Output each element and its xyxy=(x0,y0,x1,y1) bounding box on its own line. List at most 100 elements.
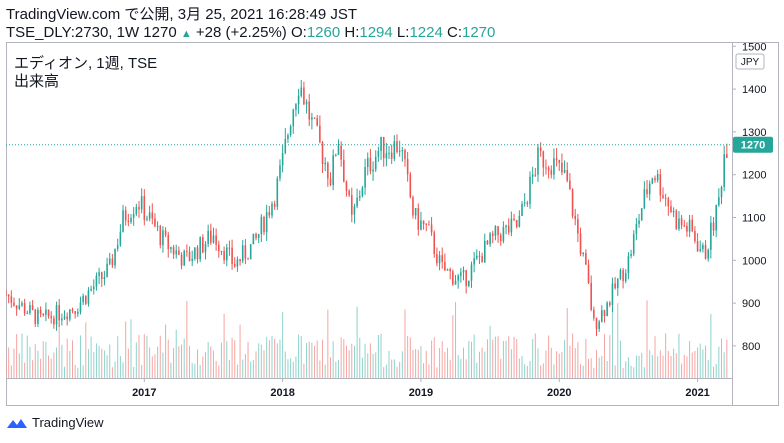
volume-bar xyxy=(332,341,334,378)
candle-body xyxy=(71,309,74,312)
candle-body xyxy=(79,302,82,312)
volume-bar xyxy=(170,362,172,378)
volume-bar xyxy=(18,353,20,378)
candle-body xyxy=(414,208,417,216)
volume-bar xyxy=(505,340,507,378)
candle-body xyxy=(175,250,178,255)
candle-body xyxy=(53,318,55,325)
candle-body xyxy=(497,226,499,236)
candle-body xyxy=(143,196,146,220)
candle-body xyxy=(228,247,231,249)
volume-layer xyxy=(5,300,728,378)
candle-body xyxy=(593,309,595,318)
candle-body xyxy=(332,155,334,186)
candle-body xyxy=(207,230,209,244)
volume-bar xyxy=(122,362,124,378)
candle-body xyxy=(220,250,223,252)
candle-body xyxy=(680,218,683,226)
candle-body xyxy=(122,210,124,232)
candle-body xyxy=(430,224,433,233)
candle-body xyxy=(468,280,470,286)
volume-bar xyxy=(633,367,635,378)
currency-label: JPY xyxy=(741,57,760,68)
candle-body xyxy=(715,205,717,231)
volume-bar xyxy=(391,359,393,378)
volume-bar xyxy=(558,353,560,378)
volume-bar xyxy=(351,343,353,378)
candle-body xyxy=(566,169,569,181)
o-label: O: xyxy=(290,24,307,41)
candle-body xyxy=(380,137,382,151)
candle-body xyxy=(465,270,467,286)
candle-body xyxy=(385,153,388,159)
volume-bar xyxy=(32,360,34,378)
volume-bar xyxy=(508,336,510,378)
volume-bar xyxy=(694,350,696,378)
volume-bar xyxy=(359,337,361,378)
candle-body xyxy=(335,154,337,156)
candle-body xyxy=(643,189,646,209)
volume-bar xyxy=(343,339,345,378)
volume-bar xyxy=(348,350,350,378)
candle-body xyxy=(473,258,475,265)
volume-bar xyxy=(162,352,164,378)
candle-body xyxy=(180,254,183,266)
volume-bar xyxy=(56,347,58,378)
volume-bar xyxy=(212,350,214,378)
candle-body xyxy=(188,251,191,261)
candle-body xyxy=(5,294,7,296)
volume-bar xyxy=(66,338,68,378)
candle-body xyxy=(531,174,534,177)
candle-body xyxy=(707,249,710,259)
candle-body xyxy=(321,142,324,165)
volume-bar xyxy=(436,367,438,378)
candle-body xyxy=(545,167,547,169)
y-tick-label: 1200 xyxy=(742,170,766,182)
candle-body xyxy=(199,237,201,260)
candle-body xyxy=(337,145,340,155)
volume-bar xyxy=(409,337,411,378)
candle-body xyxy=(640,208,643,221)
volume-bar xyxy=(215,360,217,378)
candle-body xyxy=(377,150,380,157)
volume-bar xyxy=(721,338,723,378)
candle-body xyxy=(353,206,356,215)
volume-bar xyxy=(484,351,486,378)
symbol-label: TSE_DLY:2730, 1W xyxy=(6,24,140,41)
volume-bar xyxy=(26,335,28,378)
candle-body xyxy=(630,253,632,256)
volume-bar xyxy=(151,356,153,378)
volume-bar xyxy=(314,345,316,378)
volume-bar xyxy=(369,343,371,378)
candle-body xyxy=(563,169,566,173)
candle-body xyxy=(553,158,555,175)
candle-body xyxy=(662,195,664,198)
volume-bar xyxy=(654,336,656,378)
candle-body xyxy=(603,310,606,316)
candle-body xyxy=(241,245,244,262)
volume-bar xyxy=(13,348,15,378)
candle-body xyxy=(345,181,348,191)
candle-body xyxy=(425,224,428,226)
candle-body xyxy=(74,311,76,314)
candle-body xyxy=(191,258,193,261)
chart-frame[interactable]: 800 900 1000 1100 1200 1300 1400 1500 2017 2018 2… xyxy=(5,41,779,406)
candle-layer xyxy=(5,79,728,336)
candle-body xyxy=(18,305,21,309)
volume-bar xyxy=(45,341,47,378)
candle-body xyxy=(26,313,29,315)
currency-badge[interactable] xyxy=(735,53,765,70)
volume-bar xyxy=(460,359,462,378)
volume-bar xyxy=(590,358,592,378)
candle-body xyxy=(582,252,584,254)
candle-body xyxy=(138,207,140,210)
volume-bar xyxy=(306,343,308,378)
candle-body xyxy=(635,223,638,235)
volume-bar xyxy=(670,355,672,378)
volume-bar xyxy=(588,358,590,378)
volume-bar xyxy=(641,352,643,378)
volume-bar xyxy=(492,339,494,378)
volume-bar xyxy=(103,350,105,378)
footer-brand[interactable]: TradingView xyxy=(6,415,104,430)
